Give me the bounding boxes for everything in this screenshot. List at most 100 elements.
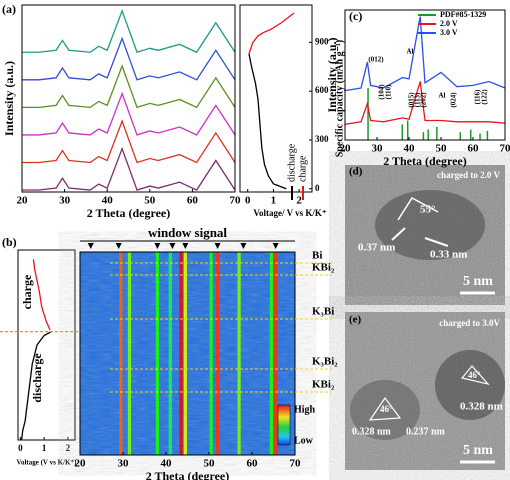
window-marker [214,243,221,249]
x-tick-label: 2 [296,195,302,207]
peak-annotation: (122) [481,89,489,105]
line [344,16,506,92]
x-tick-label: 70 [500,143,510,155]
heatmap-stripe [119,252,123,455]
x-tick-label: 0 [245,195,251,207]
d-spacing: 0.328 nm [460,401,503,413]
scale-bar: 5 nm [463,443,493,458]
angle: 46° [380,404,393,414]
d-spacing: 0.33 nm [430,249,467,261]
phase-label: KBi₂ [312,262,335,274]
panel-label: (e) [349,314,362,326]
x-axis-label: 2 Theta (degree) [383,154,467,168]
plot-frame [344,9,506,141]
peak-annotation: (202) [420,92,428,108]
peak-annotation: (113) [414,92,422,107]
phase-label: Bi [312,250,322,262]
heatmap-stripe [274,252,278,455]
x-tick-label: 50 [436,143,448,155]
x-tick-label: 60 [247,458,259,470]
plot-frame [21,4,236,193]
panel-label: (a) [2,2,16,16]
colorbar-label: Low [294,435,314,446]
line [22,64,236,109]
peak-annotation: (024) [450,92,458,108]
caption: charged to 3.0V [439,318,500,328]
colorbar-label: High [294,404,316,415]
line [22,36,236,81]
x-tick-label: 50 [204,458,216,470]
scale-bar: 5 nm [463,274,493,289]
heatmap-stripe [269,252,273,455]
x-tick-label: 50 [144,195,156,207]
y-tick-label: 600 [315,85,329,95]
line [22,119,236,164]
line [22,9,236,54]
angle: 46° [468,370,481,380]
heatmap-stripe [127,252,132,455]
series-label: discharge [30,353,44,403]
legend-label: PDF#85-1329 [440,10,486,19]
x-tick-label: 30 [372,143,384,155]
peak-annotation: Al [407,48,414,56]
window-marker [169,243,176,249]
peak-annotation: (104) [378,84,386,100]
x-tick-label: 20 [340,143,352,155]
peak-annotation: Al [439,92,446,100]
angle: 55° [420,204,435,216]
heatmap-stripe [216,252,220,455]
legend-label: 2.0 V [440,19,458,28]
line [22,91,236,136]
heatmap-texture [80,252,295,455]
x-tick-label: 60 [187,195,199,207]
heatmap-stripe [237,252,241,455]
peak-annotation: (116) [474,89,482,104]
series-label: charge [20,274,34,309]
y-axis-label: Intensity (a.u.) [325,37,339,112]
y-axis-label: Specific capacity (mAh g⁻¹) [334,40,345,157]
y-tick-label: 300 [315,134,329,144]
legend-item: discharge [286,143,297,200]
x-tick-label: 20 [17,195,29,207]
peak-annotation: (110) [385,84,393,99]
plot-frame [79,251,296,456]
y-tick-label: 0 [315,183,320,193]
heatmap-stripe [168,252,172,455]
x-tick-label: 40 [161,458,173,470]
d-spacing: 0.328 nm [352,426,392,437]
heatmap-stripe [155,252,159,455]
y-tick-label: 900 [315,36,329,46]
x-tick-label: 60 [468,143,480,155]
d-spacing: 0.37 nm [358,242,395,254]
legend-item: charge [297,155,308,200]
x-tick-label: 70 [230,195,242,207]
x-tick-label: 20 [75,458,87,470]
line [22,146,236,191]
tem-image-e: (e) charged to 3.0V 46° 46° 0.328 nm 0.3… [345,312,505,470]
plot-frame [239,4,313,193]
x-tick-label: 40 [404,143,416,155]
x-tick-label: 0 [18,443,23,453]
line [344,81,506,126]
x-axis-label: 2 Theta (degree) [87,206,171,220]
x-tick-label: 30 [59,195,71,207]
window-marker [272,243,279,249]
x-tick-label: 70 [290,458,302,470]
panel-label: (d) [349,166,363,178]
phase-label: K₃Bi [312,306,334,318]
panel-label: (b) [2,235,17,249]
colorbar [277,404,291,446]
line [248,12,295,54]
plot-frame [17,249,76,441]
x-tick-label: 1 [42,443,47,453]
y-axis-label: Intensity (a.u.) [2,61,16,136]
phase-label: KBi₂ [312,379,335,391]
x-axis-label: Voltage/ V vs K/K⁺ [253,208,327,218]
window-marker [240,243,247,249]
legend-label: discharge [286,143,297,182]
peak-annotation: (015) [408,92,416,108]
heatmap-stripe [183,252,187,455]
chart-title: window signal [148,225,227,240]
line [32,259,51,331]
phase-label: K₃Bi₂ [312,356,338,368]
